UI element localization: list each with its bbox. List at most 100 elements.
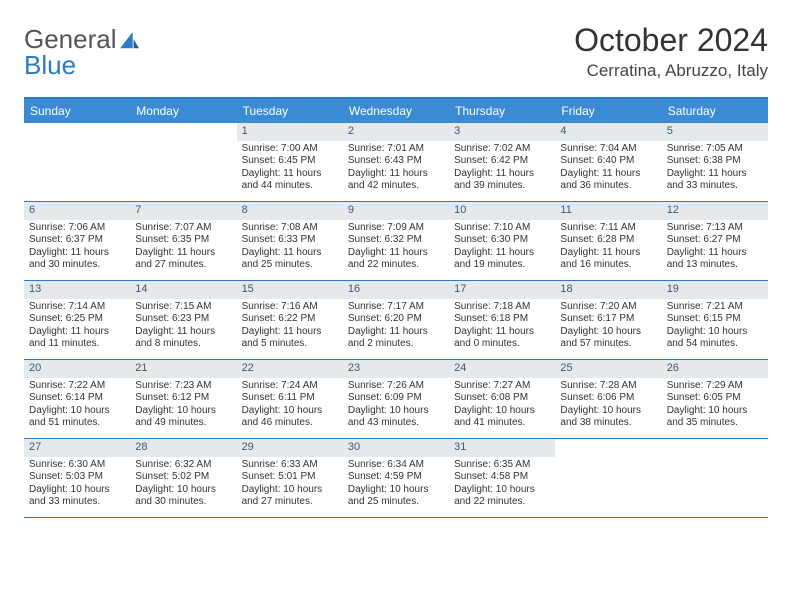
day-number: 20 [24, 360, 130, 378]
day-cell: 18Sunrise: 7:20 AMSunset: 6:17 PMDayligh… [555, 281, 661, 359]
daylight-text: and 38 minutes. [560, 417, 657, 430]
day-header: Sunday [24, 99, 130, 123]
day-number: 8 [237, 202, 343, 220]
daylight-text: and 41 minutes. [454, 417, 551, 430]
day-cell: 1Sunrise: 7:00 AMSunset: 6:45 PMDaylight… [237, 123, 343, 201]
sunrise-text: Sunrise: 7:29 AM [667, 380, 764, 393]
day-details: Sunrise: 7:01 AMSunset: 6:43 PMDaylight:… [343, 141, 449, 197]
day-cell: 5Sunrise: 7:05 AMSunset: 6:38 PMDaylight… [662, 123, 768, 201]
day-cell: 29Sunrise: 6:33 AMSunset: 5:01 PMDayligh… [237, 439, 343, 517]
day-number: 11 [555, 202, 661, 220]
sunset-text: Sunset: 6:45 PM [242, 155, 339, 168]
daylight-text: and 19 minutes. [454, 259, 551, 272]
day-number: 10 [449, 202, 555, 220]
sunrise-text: Sunrise: 7:07 AM [135, 222, 232, 235]
day-cell: 22Sunrise: 7:24 AMSunset: 6:11 PMDayligh… [237, 360, 343, 438]
daylight-text: Daylight: 11 hours [348, 247, 445, 260]
brand-part2: Blue [24, 50, 76, 80]
sunset-text: Sunset: 6:14 PM [29, 392, 126, 405]
day-number: 21 [130, 360, 236, 378]
daylight-text: and 22 minutes. [348, 259, 445, 272]
daylight-text: Daylight: 11 hours [348, 168, 445, 181]
sunset-text: Sunset: 6:28 PM [560, 234, 657, 247]
day-details: Sunrise: 7:24 AMSunset: 6:11 PMDaylight:… [237, 378, 343, 434]
day-number: 19 [662, 281, 768, 299]
daylight-text: Daylight: 10 hours [242, 405, 339, 418]
daylight-text: and 33 minutes. [667, 180, 764, 193]
day-details: Sunrise: 6:30 AMSunset: 5:03 PMDaylight:… [24, 457, 130, 513]
day-cell: 26Sunrise: 7:29 AMSunset: 6:05 PMDayligh… [662, 360, 768, 438]
day-details: Sunrise: 6:32 AMSunset: 5:02 PMDaylight:… [130, 457, 236, 513]
day-cell: 21Sunrise: 7:23 AMSunset: 6:12 PMDayligh… [130, 360, 236, 438]
sunset-text: Sunset: 4:58 PM [454, 471, 551, 484]
day-details: Sunrise: 7:16 AMSunset: 6:22 PMDaylight:… [237, 299, 343, 355]
day-details: Sunrise: 7:18 AMSunset: 6:18 PMDaylight:… [449, 299, 555, 355]
daylight-text: Daylight: 10 hours [348, 484, 445, 497]
daylight-text: Daylight: 10 hours [667, 326, 764, 339]
day-details: Sunrise: 7:21 AMSunset: 6:15 PMDaylight:… [662, 299, 768, 355]
daylight-text: and 57 minutes. [560, 338, 657, 351]
week-row: 20Sunrise: 7:22 AMSunset: 6:14 PMDayligh… [24, 360, 768, 439]
day-details: Sunrise: 7:00 AMSunset: 6:45 PMDaylight:… [237, 141, 343, 197]
day-details: Sunrise: 7:26 AMSunset: 6:09 PMDaylight:… [343, 378, 449, 434]
daylight-text: Daylight: 10 hours [135, 484, 232, 497]
day-details: Sunrise: 7:27 AMSunset: 6:08 PMDaylight:… [449, 378, 555, 434]
daylight-text: and 16 minutes. [560, 259, 657, 272]
daylight-text: and 39 minutes. [454, 180, 551, 193]
day-details: Sunrise: 7:23 AMSunset: 6:12 PMDaylight:… [130, 378, 236, 434]
sunrise-text: Sunrise: 7:06 AM [29, 222, 126, 235]
sunrise-text: Sunrise: 6:33 AM [242, 459, 339, 472]
sunset-text: Sunset: 6:22 PM [242, 313, 339, 326]
daylight-text: and 13 minutes. [667, 259, 764, 272]
day-details: Sunrise: 7:15 AMSunset: 6:23 PMDaylight:… [130, 299, 236, 355]
sunrise-text: Sunrise: 7:18 AM [454, 301, 551, 314]
day-details: Sunrise: 6:34 AMSunset: 4:59 PMDaylight:… [343, 457, 449, 513]
sail-icon [120, 28, 140, 54]
sunrise-text: Sunrise: 7:13 AM [667, 222, 764, 235]
daylight-text: and 51 minutes. [29, 417, 126, 430]
day-number: 22 [237, 360, 343, 378]
sunrise-text: Sunrise: 7:04 AM [560, 143, 657, 156]
title-block: October 2024 Cerratina, Abruzzo, Italy [574, 22, 768, 81]
daylight-text: Daylight: 11 hours [560, 168, 657, 181]
day-number: 16 [343, 281, 449, 299]
day-number: 26 [662, 360, 768, 378]
daylight-text: and 8 minutes. [135, 338, 232, 351]
sunrise-text: Sunrise: 7:01 AM [348, 143, 445, 156]
daylight-text: and 30 minutes. [29, 259, 126, 272]
day-number: 1 [237, 123, 343, 141]
day-number: 7 [130, 202, 236, 220]
sunrise-text: Sunrise: 6:30 AM [29, 459, 126, 472]
daylight-text: Daylight: 10 hours [29, 484, 126, 497]
day-cell: 31Sunrise: 6:35 AMSunset: 4:58 PMDayligh… [449, 439, 555, 517]
sunrise-text: Sunrise: 7:08 AM [242, 222, 339, 235]
day-number: 29 [237, 439, 343, 457]
daylight-text: Daylight: 11 hours [348, 326, 445, 339]
day-details: Sunrise: 7:10 AMSunset: 6:30 PMDaylight:… [449, 220, 555, 276]
day-cell: 2Sunrise: 7:01 AMSunset: 6:43 PMDaylight… [343, 123, 449, 201]
daylight-text: and 54 minutes. [667, 338, 764, 351]
daylight-text: Daylight: 11 hours [454, 247, 551, 260]
daylight-text: Daylight: 11 hours [667, 168, 764, 181]
day-cell: 9Sunrise: 7:09 AMSunset: 6:32 PMDaylight… [343, 202, 449, 280]
day-cell: 10Sunrise: 7:10 AMSunset: 6:30 PMDayligh… [449, 202, 555, 280]
daylight-text: and 27 minutes. [242, 496, 339, 509]
sunset-text: Sunset: 6:08 PM [454, 392, 551, 405]
day-cell: 3Sunrise: 7:02 AMSunset: 6:42 PMDaylight… [449, 123, 555, 201]
sunrise-text: Sunrise: 7:20 AM [560, 301, 657, 314]
day-number: 14 [130, 281, 236, 299]
daylight-text: Daylight: 11 hours [242, 326, 339, 339]
day-cell: 4Sunrise: 7:04 AMSunset: 6:40 PMDaylight… [555, 123, 661, 201]
sunrise-text: Sunrise: 7:00 AM [242, 143, 339, 156]
sunrise-text: Sunrise: 6:34 AM [348, 459, 445, 472]
sunrise-text: Sunrise: 7:21 AM [667, 301, 764, 314]
brand-logo: GeneralBlue [24, 22, 139, 78]
daylight-text: and 5 minutes. [242, 338, 339, 351]
day-cell: 14Sunrise: 7:15 AMSunset: 6:23 PMDayligh… [130, 281, 236, 359]
day-number: 2 [343, 123, 449, 141]
day-header: Thursday [449, 99, 555, 123]
day-details: Sunrise: 7:08 AMSunset: 6:33 PMDaylight:… [237, 220, 343, 276]
sunset-text: Sunset: 6:23 PM [135, 313, 232, 326]
day-details: Sunrise: 6:33 AMSunset: 5:01 PMDaylight:… [237, 457, 343, 513]
week-row: 1Sunrise: 7:00 AMSunset: 6:45 PMDaylight… [24, 123, 768, 202]
